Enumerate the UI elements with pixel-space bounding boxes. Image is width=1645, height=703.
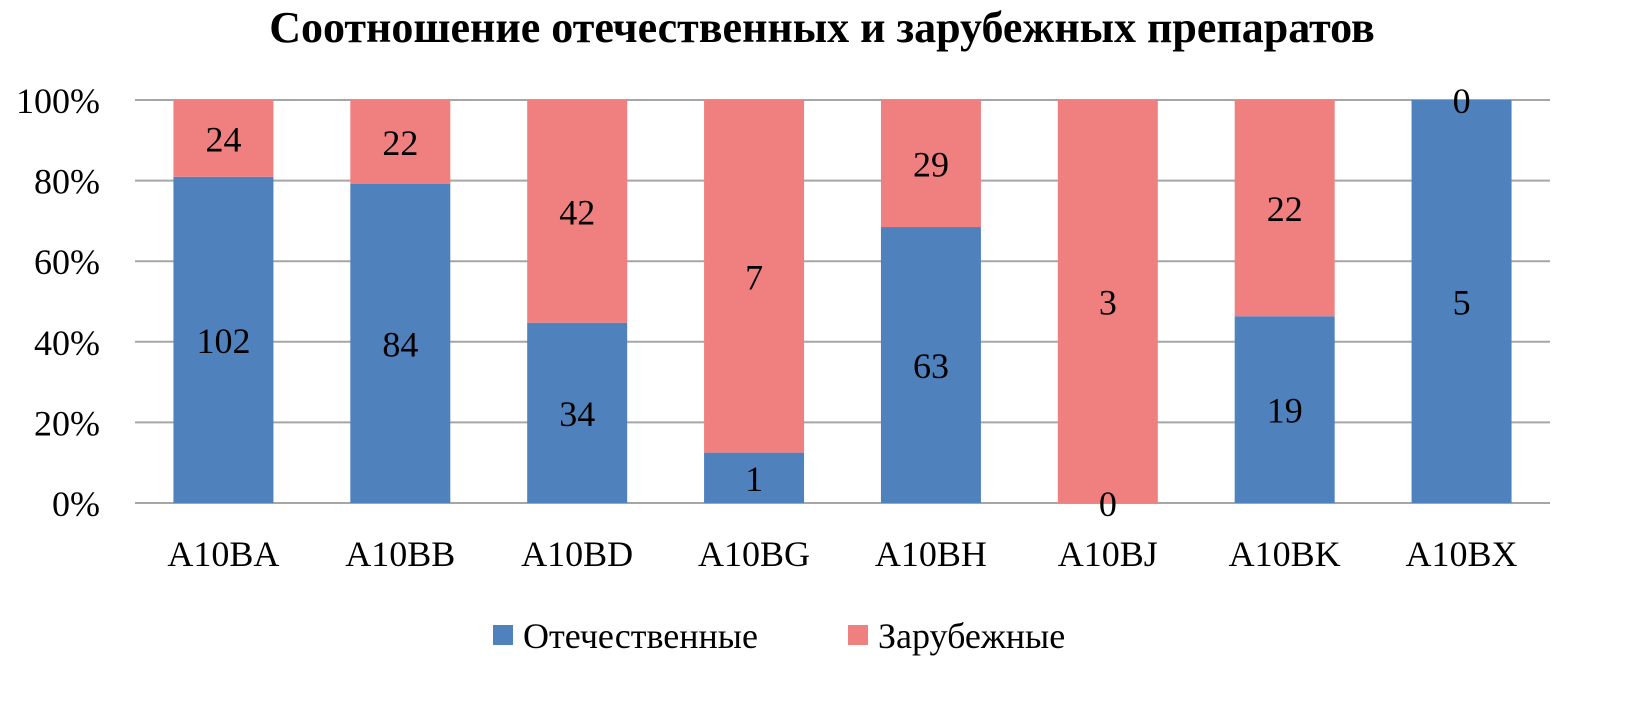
data-label-A10BK-domestic: 19 xyxy=(1267,391,1303,431)
data-label-A10BD-foreign: 42 xyxy=(559,192,595,232)
x-tick-label: A10BD xyxy=(521,534,633,574)
bar-A10BX-domestic xyxy=(1411,100,1512,503)
y-tick-label: 80% xyxy=(34,162,100,202)
bar-A10BD-domestic xyxy=(527,322,628,503)
x-tick-label: A10BJ xyxy=(1058,534,1158,574)
x-tick-label: A10BH xyxy=(875,534,987,574)
data-label-A10BH-foreign: 29 xyxy=(913,145,949,185)
data-label-A10BJ-domestic: 0 xyxy=(1099,484,1117,524)
gridlines xyxy=(135,99,1550,504)
x-axis-categories: A10BA A10BB A10BD A10BG A10BH A10BJ A10BK A10BX xyxy=(167,534,1517,574)
legend-item-foreign-label: Зарубежные xyxy=(878,616,1065,656)
bar-A10BD-foreign xyxy=(527,100,628,323)
bars xyxy=(173,100,1512,504)
chart-title: Соотношение отечественных и зарубежных п… xyxy=(269,3,1375,52)
data-label-A10BX-domestic: 5 xyxy=(1453,283,1471,323)
bar-A10BG-domestic xyxy=(704,452,805,503)
data-label-A10BA-domestic: 102 xyxy=(196,321,250,361)
bar-A10BH-domestic xyxy=(880,227,981,504)
bar-A10BB-foreign xyxy=(350,100,451,184)
legend-item-domestic-swatch xyxy=(493,625,513,645)
data-label-A10BB-domestic: 84 xyxy=(382,324,418,364)
bar-A10BH-foreign xyxy=(880,100,981,228)
data-label-A10BK-foreign: 22 xyxy=(1267,189,1303,229)
data-label-A10BD-domestic: 34 xyxy=(559,394,595,434)
bar-A10BK-domestic xyxy=(1234,316,1335,503)
legend-item-foreign-swatch xyxy=(848,625,868,645)
x-tick-label: A10BK xyxy=(1229,534,1341,574)
data-labels: 102 24 84 22 34 42 1 7 63 29 0 3 19 22 5 0 xyxy=(196,81,1470,524)
y-tick-label: 100% xyxy=(16,81,100,121)
bar-A10BK-foreign xyxy=(1234,100,1335,317)
data-label-A10BX-foreign: 0 xyxy=(1453,81,1471,121)
legend: Отечественные Зарубежные xyxy=(493,616,1065,656)
bar-A10BG-foreign xyxy=(704,100,805,453)
y-tick-label: 40% xyxy=(34,323,100,363)
data-label-A10BJ-foreign: 3 xyxy=(1099,283,1117,323)
bar-A10BJ-foreign xyxy=(1057,100,1158,503)
x-tick-label: A10BG xyxy=(698,534,810,574)
x-tick-label: A10BA xyxy=(167,534,279,574)
bar-A10BA-foreign xyxy=(173,100,274,177)
legend-item-domestic-label: Отечественные xyxy=(523,616,758,656)
data-label-A10BG-domestic: 1 xyxy=(745,459,763,499)
bar-A10BB-domestic xyxy=(350,183,451,503)
bar-A10BA-domestic xyxy=(173,176,274,503)
y-axis-ticks: 0% 20% 40% 60% 80% 100% xyxy=(16,81,100,524)
data-label-A10BG-foreign: 7 xyxy=(745,257,763,297)
data-label-A10BA-foreign: 24 xyxy=(205,119,241,159)
x-tick-label: A10BB xyxy=(345,534,455,574)
x-tick-label: A10BX xyxy=(1406,534,1518,574)
y-tick-label: 60% xyxy=(34,242,100,282)
data-label-A10BB-foreign: 22 xyxy=(382,123,418,163)
y-tick-label: 0% xyxy=(52,484,100,524)
data-label-A10BH-domestic: 63 xyxy=(913,346,949,386)
y-tick-label: 20% xyxy=(34,403,100,443)
